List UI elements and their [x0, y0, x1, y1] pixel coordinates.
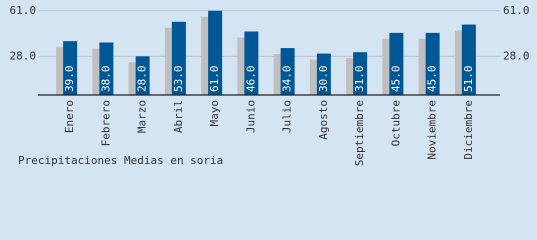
x-tick-label: Abril: [172, 100, 185, 133]
bar: [389, 32, 404, 95]
value-label: 45.0: [389, 66, 402, 93]
x-tick-label: Julio: [281, 100, 294, 133]
bar: [280, 48, 295, 95]
value-label: 34.0: [281, 66, 294, 93]
y-tick-label: 61.0: [10, 4, 37, 17]
value-label: 53.0: [172, 66, 185, 93]
x-tick-label: Marzo: [136, 100, 149, 133]
x-tick-label: Febrero: [99, 100, 112, 146]
y-tick-label-right: 28.0: [503, 49, 530, 62]
bar: [353, 52, 368, 95]
x-tick-label: Noviembre: [426, 100, 439, 160]
bar: [244, 31, 259, 96]
bar: [461, 24, 476, 96]
bar: [63, 41, 78, 95]
value-label: 30.0: [317, 66, 330, 93]
bar: [99, 42, 114, 95]
value-label: 46.0: [244, 66, 257, 93]
x-tick-label: Agosto: [317, 100, 330, 140]
x-tick-label: Junio: [244, 100, 257, 133]
value-label: 61.0: [208, 66, 221, 93]
bar: [425, 32, 440, 95]
x-tick-label: Enero: [63, 100, 76, 133]
x-tick-label: Diciembre: [462, 100, 475, 160]
bar: [135, 56, 150, 95]
chart: Precipitaciones Medias en soria 28.0 28.0…: [10, 4, 530, 167]
value-label: 38.0: [99, 66, 112, 93]
value-label: 45.0: [426, 66, 439, 93]
value-label: 39.0: [63, 66, 76, 93]
x-tick-label: Septiembre: [353, 100, 366, 166]
y-tick-label-right: 61.0: [503, 4, 530, 17]
value-label: 51.0: [462, 66, 475, 93]
bar: [208, 10, 223, 96]
y-tick-label: 28.0: [10, 49, 37, 62]
value-label: 28.0: [136, 66, 149, 93]
x-tick-label: Mayo: [208, 100, 221, 127]
chart-title: Precipitaciones Medias en soria: [18, 154, 223, 167]
value-label: 31.0: [353, 66, 366, 93]
bar: [316, 53, 331, 95]
bar: [171, 21, 186, 95]
x-tick-label: Octubre: [389, 100, 402, 146]
